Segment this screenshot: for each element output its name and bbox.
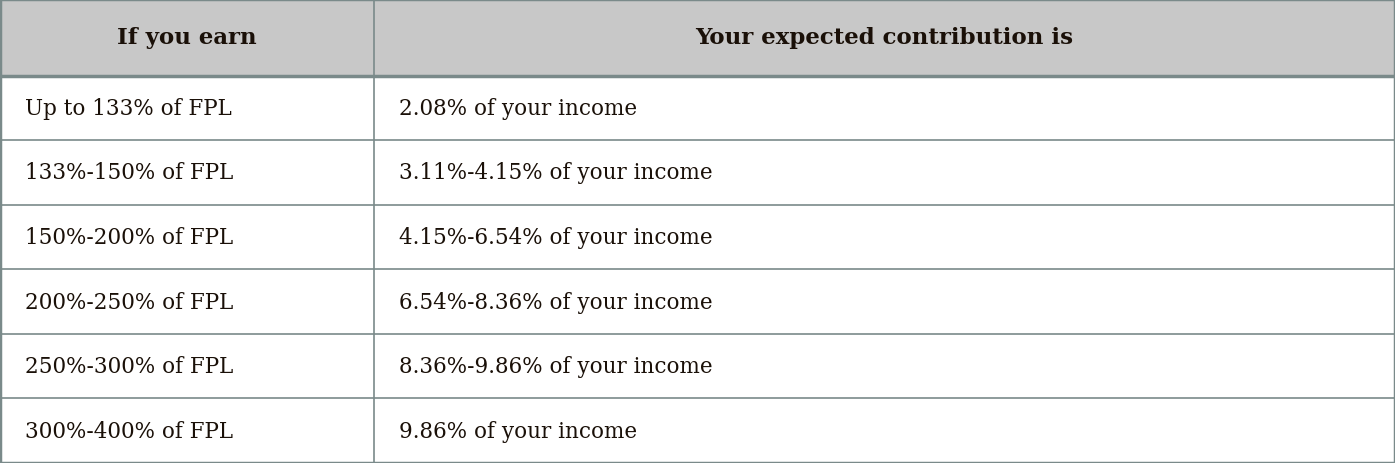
Bar	[0, 334, 374, 399]
Text: 150%-200% of FPL: 150%-200% of FPL	[25, 226, 233, 249]
Text: 9.86% of your income: 9.86% of your income	[399, 420, 638, 442]
Text: 4.15%-6.54% of your income: 4.15%-6.54% of your income	[399, 226, 713, 249]
Bar	[374, 399, 1395, 463]
Text: If you earn: If you earn	[117, 27, 257, 49]
Bar	[374, 76, 1395, 141]
Bar	[0, 141, 374, 205]
Bar	[0, 205, 374, 269]
Bar	[374, 205, 1395, 269]
Bar	[0, 76, 374, 141]
Text: Your expected contribution is: Your expected contribution is	[695, 27, 1074, 49]
Text: 300%-400% of FPL: 300%-400% of FPL	[25, 420, 233, 442]
Bar	[374, 334, 1395, 399]
Bar	[374, 141, 1395, 205]
Bar	[374, 0, 1395, 76]
Text: 6.54%-8.36% of your income: 6.54%-8.36% of your income	[399, 291, 713, 313]
Text: 133%-150% of FPL: 133%-150% of FPL	[25, 162, 233, 184]
Text: 250%-300% of FPL: 250%-300% of FPL	[25, 356, 233, 377]
Text: 8.36%-9.86% of your income: 8.36%-9.86% of your income	[399, 356, 713, 377]
Bar	[0, 0, 374, 76]
Text: 3.11%-4.15% of your income: 3.11%-4.15% of your income	[399, 162, 713, 184]
Text: 2.08% of your income: 2.08% of your income	[399, 98, 638, 119]
Bar	[0, 269, 374, 334]
Bar	[374, 269, 1395, 334]
Bar	[0, 399, 374, 463]
Text: 200%-250% of FPL: 200%-250% of FPL	[25, 291, 233, 313]
Text: Up to 133% of FPL: Up to 133% of FPL	[25, 98, 232, 119]
